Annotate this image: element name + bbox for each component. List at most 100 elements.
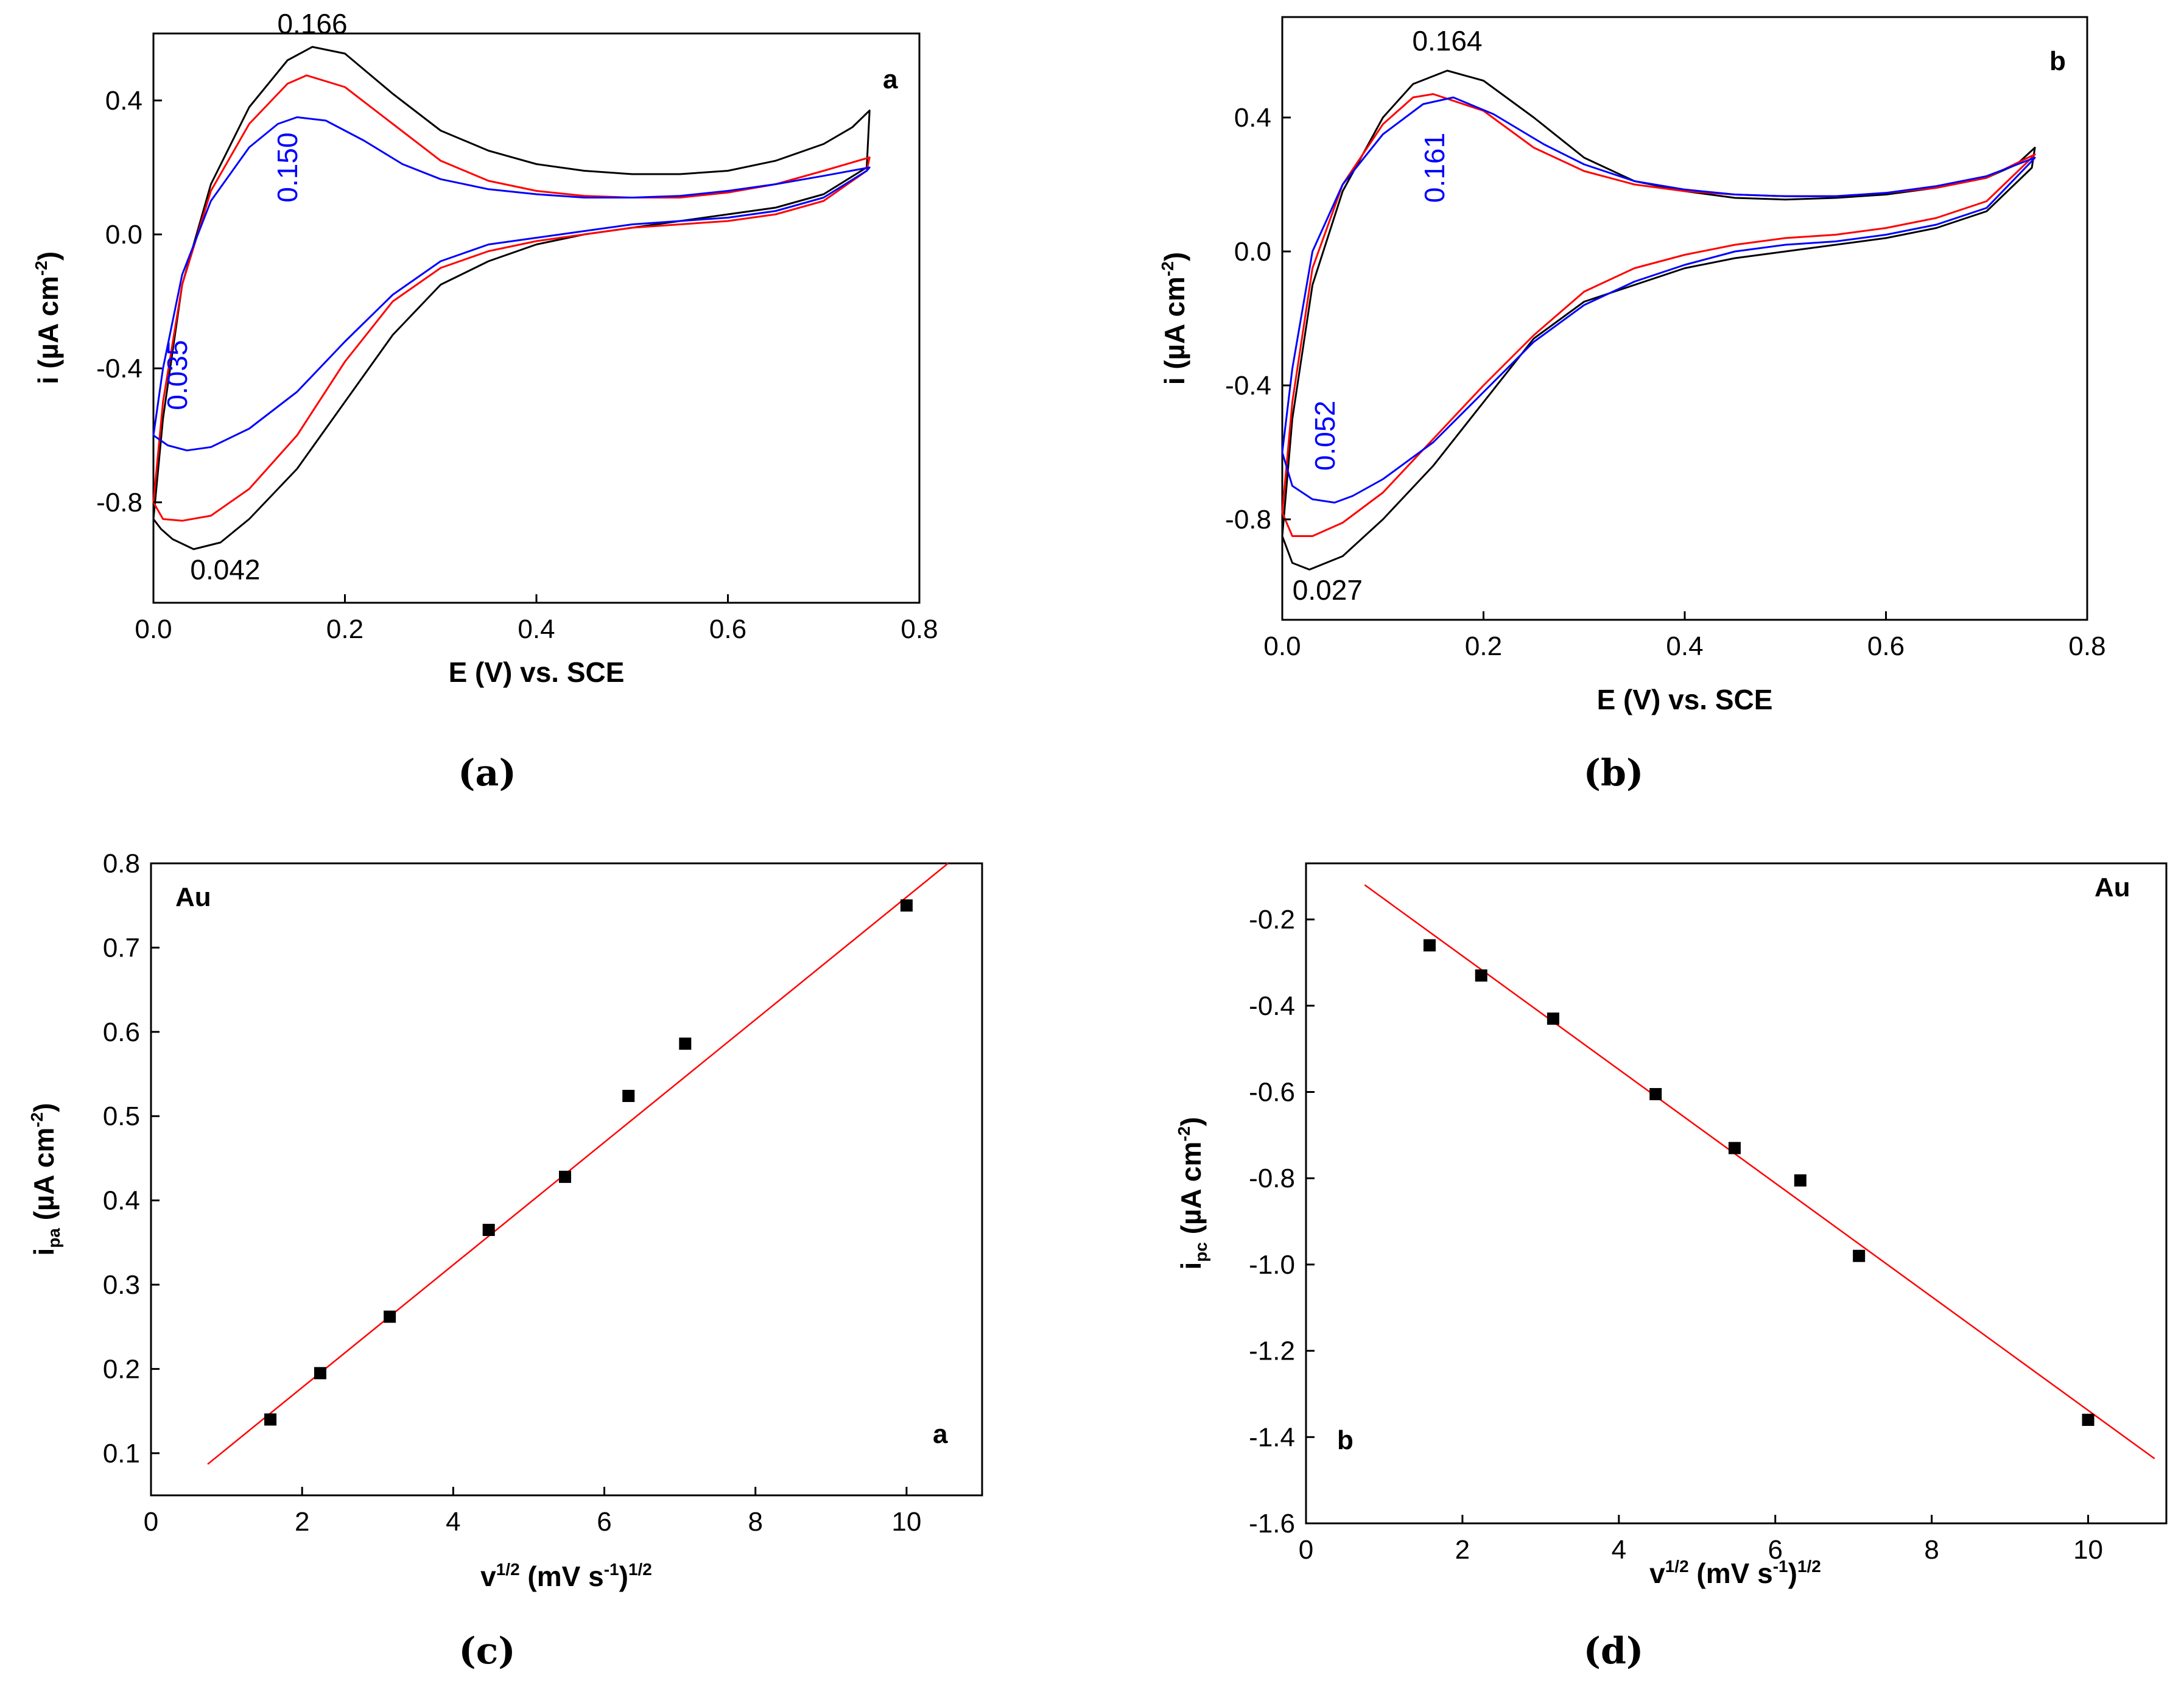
panel-c: 0 2 4 6 8 10 0.1 0.2 0.3 0.4 0.5 0.6 0.7 0.8 Au a v1/… [27,849,983,1673]
panel-a: 0.0 0.2 0.4 0.6 0.8 -0.8 -0.4 0.0 0.4 0.166 0.150… [32,8,938,795]
y-tick-label: 0.0 [1234,237,1271,267]
x-axis-title: v1/2 (mV s-1)1/2 [480,1560,652,1592]
panel-caption: (c) [458,1630,515,1673]
y-tick-label: -0.4 [96,354,142,384]
y-tick-label: -0.8 [1225,505,1271,535]
data-point [1853,1249,1866,1262]
panel-caption: (a) [458,752,516,795]
peak-annotation: 0.161 [1419,133,1450,203]
panel-caption: (d) [1584,1630,1644,1673]
x-tick-label: 4 [446,1507,460,1537]
y-axis-title: i (µA cm-2) [1158,252,1190,385]
y-axis-title: ipa (µA cm-2) [27,1103,63,1255]
panel-tag: b [2049,46,2066,76]
peak-annotation: 0.042 [190,554,260,586]
cv-curve-black [1281,69,2036,570]
x-tick-label: 0 [1299,1535,1313,1565]
y-axis-title: i (µA cm-2) [32,251,64,384]
y-tick-label: -0.4 [1225,371,1271,401]
cv-curve-blue [1281,96,2036,504]
x-tick-label: 0.2 [326,614,363,644]
x-tick-label: 8 [748,1507,762,1537]
y-tick-label: -1.0 [1249,1250,1295,1280]
fit-line [1364,884,2155,1459]
cv-curve-black [152,46,871,550]
sample-label: Au [175,882,211,912]
panel-d: 0 2 4 6 8 10-1.6-1.4-1.2-1.0-0.8-0.6-0.4-0.2 … [1175,862,2168,1673]
ticks-layer: 0.0 0.2 0.4 0.6 0.8 -0.8 -0.4 0.0 0.4 [96,86,938,644]
series-layer [207,863,949,1465]
panel-caption: (b) [1584,752,1644,795]
data-point [622,1089,635,1102]
x-tick-label: 10 [891,1507,921,1537]
y-tick-label: -1.4 [1249,1422,1295,1452]
data-point [264,1413,277,1426]
data-point [384,1310,396,1323]
x-tick-label: 0.0 [1263,631,1301,661]
y-tick-label: 0.5 [103,1101,140,1131]
data-point [1649,1088,1662,1101]
data-point [1547,1013,1559,1025]
x-tick-label: 0.8 [2068,631,2105,661]
peak-annotation: 0.027 [1293,574,1363,606]
x-tick-label: 0 [144,1507,158,1537]
data-point [314,1367,326,1380]
y-tick-label: 0.3 [103,1270,140,1300]
x-tick-label: 0.4 [518,614,555,644]
peak-annotation: 0.164 [1412,25,1482,57]
series-layer [1281,69,2036,570]
x-tick-label: 0.6 [709,614,746,644]
x-tick-label: 2 [1455,1535,1470,1565]
ticks-layer: 0 2 4 6 8 10 0.1 0.2 0.3 0.4 0.5 0.6 0.7 0.8 [103,849,922,1537]
y-tick-label: -0.4 [1249,991,1295,1021]
plot-frame [152,32,921,604]
x-axis-title: v1/2 (mV s-1)1/2 [1649,1557,1821,1589]
panel-tag: b [1337,1425,1354,1455]
y-tick-label: 0.4 [105,86,142,116]
data-point [900,899,913,912]
x-tick-label: 6 [1768,1535,1782,1565]
x-axis-title: E (V) vs. SCE [449,656,625,688]
cv-curve-blue [152,116,871,452]
data-point [1475,969,1487,982]
panel-b: 0.0 0.2 0.4 0.6 0.8 -0.8 -0.4 0.0 0.4 0.164 0.161… [1158,16,2106,795]
x-tick-label: 0.0 [135,614,172,644]
y-tick-label: -0.8 [96,488,142,518]
data-point [679,1037,692,1050]
x-tick-label: 8 [1924,1535,1939,1565]
peak-annotation: 0.052 [1309,401,1341,471]
data-point [482,1224,495,1237]
plot-frame [1305,862,2168,1525]
plot-frame [150,862,983,1497]
x-tick-label: 2 [295,1507,309,1537]
x-tick-label: 0.4 [1666,631,1703,661]
y-tick-label: 0.4 [1234,103,1271,133]
x-tick-label: 0.8 [901,614,938,644]
series-layer [1364,884,2155,1459]
y-tick-label: 0.7 [103,933,140,963]
ticks-layer: 0 2 4 6 8 10 -1.6 -1.4 -1.2 -1.0 -0.8 -0.6 -0.4 -0.2 [1249,905,2103,1565]
series-layer [152,46,871,550]
y-tick-label: 0.4 [103,1186,140,1216]
data-point [2082,1413,2094,1426]
y-tick-label: -0.2 [1249,905,1295,935]
y-tick-label: -1.6 [1249,1509,1295,1539]
x-tick-label: 0.6 [1867,631,1905,661]
y-tick-label: 0.1 [103,1439,140,1469]
y-tick-label: -1.2 [1249,1336,1295,1366]
y-tick-label: 0.6 [103,1017,140,1047]
cv-curve-red [152,74,871,522]
fit-line [207,863,949,1465]
y-tick-label: -0.6 [1249,1078,1295,1108]
annotation-layer: 0.164 0.161 0.052 0.027 [1293,25,1483,606]
x-tick-label: 4 [1612,1535,1626,1565]
panel-tag: a [933,1419,948,1449]
y-tick-label: 0.0 [105,220,142,250]
peak-annotation: 0.150 [272,132,303,202]
cv-curve-red [1281,93,2036,537]
y-tick-label: 0.2 [103,1354,140,1384]
y-tick-label: 0.8 [103,849,140,879]
x-axis-title: E (V) vs. SCE [1597,684,1773,715]
sample-label: Au [2094,872,2130,902]
